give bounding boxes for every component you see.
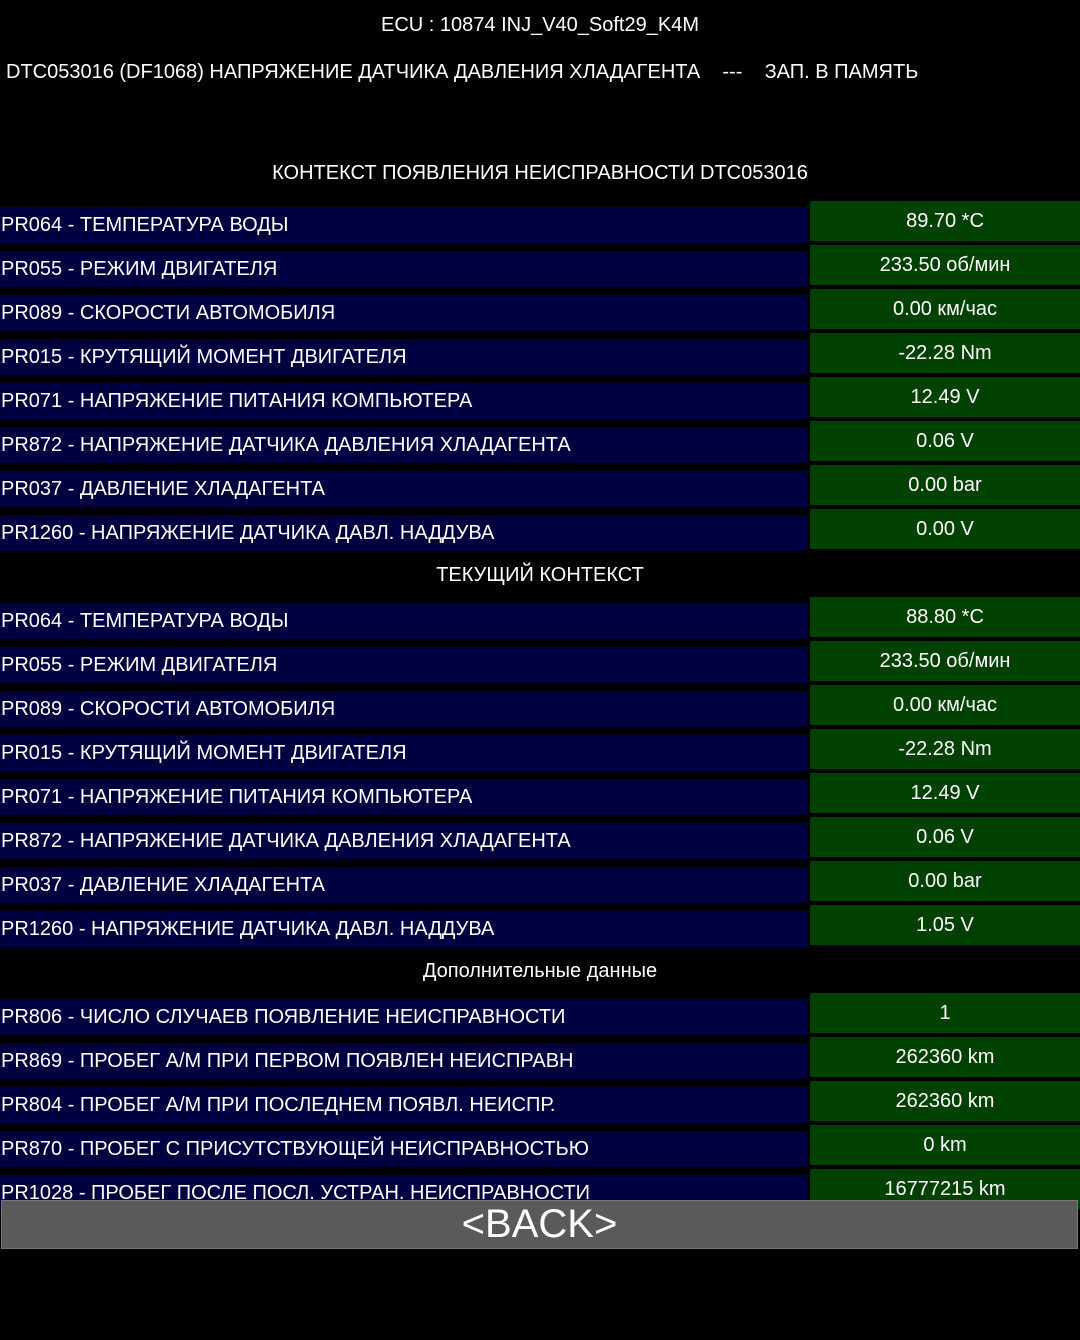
parameter-label: PR015 - КРУТЯЩИЙ МОМЕНТ ДВИГАТЕЛЯ — [0, 339, 808, 375]
parameter-label: PR055 - РЕЖИМ ДВИГАТЕЛЯ — [0, 251, 808, 287]
parameter-label: PR037 - ДАВЛЕНИЕ ХЛАДАГЕНТА — [0, 867, 808, 903]
parameter-value: 233.50 об/мин — [810, 641, 1080, 681]
parameter-value: 0.00 bar — [810, 861, 1080, 901]
parameter-value: 0.06 V — [810, 421, 1080, 461]
parameter-label: PR064 - ТЕМПЕРАТУРА ВОДЫ — [0, 207, 808, 243]
section-heading: КОНТЕКСТ ПОЯВЛЕНИЯ НЕИСПРАВНОСТИ DTC0530… — [272, 162, 808, 184]
parameter-label: PR806 - ЧИСЛО СЛУЧАЕВ ПОЯВЛЕНИЕ НЕИСПРАВ… — [0, 999, 808, 1035]
parameter-row: PR064 - ТЕМПЕРАТУРА ВОДЫ 89.70 *C — [0, 201, 1080, 245]
parameter-value: 262360 km — [810, 1037, 1080, 1077]
parameter-row: PR055 - РЕЖИМ ДВИГАТЕЛЯ 233.50 об/мин — [0, 641, 1080, 685]
parameter-label: PR064 - ТЕМПЕРАТУРА ВОДЫ — [0, 603, 808, 639]
parameter-value: 1.05 V — [810, 905, 1080, 945]
back-button[interactable]: <BACK> — [1, 1200, 1078, 1249]
parameter-row: PR015 - КРУТЯЩИЙ МОМЕНТ ДВИГАТЕЛЯ -22.28 … — [0, 729, 1080, 773]
parameter-label: PR089 - СКОРОСТИ АВТОМОБИЛЯ — [0, 691, 808, 727]
parameter-row: PR804 - ПРОБЕГ А/М ПРИ ПОСЛЕДНЕМ ПОЯВЛ. … — [0, 1081, 1080, 1125]
parameter-value: 0.00 V — [810, 509, 1080, 549]
parameter-value: 89.70 *C — [810, 201, 1080, 241]
parameter-label: PR071 - НАПРЯЖЕНИЕ ПИТАНИЯ КОМПЬЮТЕРА — [0, 779, 808, 815]
parameter-row: PR869 - ПРОБЕГ А/М ПРИ ПЕРВОМ ПОЯВЛЕН НЕ… — [0, 1037, 1080, 1081]
parameter-value: 233.50 об/мин — [810, 245, 1080, 285]
parameter-label: PR015 - КРУТЯЩИЙ МОМЕНТ ДВИГАТЕЛЯ — [0, 735, 808, 771]
section-heading: Дополнительные данные — [422, 960, 658, 982]
parameter-row: PR015 - КРУТЯЩИЙ МОМЕНТ ДВИГАТЕЛЯ -22.28 … — [0, 333, 1080, 377]
parameter-list: КОНТЕКСТ ПОЯВЛЕНИЯ НЕИСПРАВНОСТИ DTC0530… — [0, 145, 1080, 1213]
ecu-title: ECU : 10874 INJ_V40_Soft29_K4M — [381, 14, 699, 36]
parameter-value: 0.00 км/час — [810, 289, 1080, 329]
parameter-value: 0.06 V — [810, 817, 1080, 857]
parameter-value: 88.80 *C — [810, 597, 1080, 637]
parameter-value: 1 — [810, 993, 1080, 1033]
parameter-row: PR1260 - НАПРЯЖЕНИЕ ДАТЧИКА ДАВЛ. НАДДУВ… — [0, 905, 1080, 949]
dtc-title: DTC053016 (DF1068) НАПРЯЖЕНИЕ ДАТЧИКА ДА… — [6, 61, 919, 83]
parameter-row: PR806 - ЧИСЛО СЛУЧАЕВ ПОЯВЛЕНИЕ НЕИСПРАВ… — [0, 993, 1080, 1037]
parameter-value: -22.28 Nm — [810, 333, 1080, 373]
parameter-row: PR037 - ДАВЛЕНИЕ ХЛАДАГЕНТА 0.00 bar — [0, 861, 1080, 905]
parameter-label: PR872 - НАПРЯЖЕНИЕ ДАТЧИКА ДАВЛЕНИЯ ХЛАД… — [0, 823, 808, 859]
parameter-row: PR872 - НАПРЯЖЕНИЕ ДАТЧИКА ДАВЛЕНИЯ ХЛАД… — [0, 817, 1080, 861]
parameter-label: PR804 - ПРОБЕГ А/М ПРИ ПОСЛЕДНЕМ ПОЯВЛ. … — [0, 1087, 808, 1123]
parameter-value: 0.00 bar — [810, 465, 1080, 505]
parameter-row: PR071 - НАПРЯЖЕНИЕ ПИТАНИЯ КОМПЬЮТЕРА 12.… — [0, 377, 1080, 421]
parameter-row: PR089 - СКОРОСТИ АВТОМОБИЛЯ 0.00 км/час — [0, 685, 1080, 729]
parameter-value: 0.00 км/час — [810, 685, 1080, 725]
parameter-value: 262360 km — [810, 1081, 1080, 1121]
parameter-label: PR870 - ПРОБЕГ С ПРИСУТСТВУЮЩЕЙ НЕИСПРАВ… — [0, 1131, 808, 1167]
parameter-row: PR089 - СКОРОСТИ АВТОМОБИЛЯ 0.00 км/час — [0, 289, 1080, 333]
parameter-value: 12.49 V — [810, 377, 1080, 417]
parameter-row: PR071 - НАПРЯЖЕНИЕ ПИТАНИЯ КОМПЬЮТЕРА 12.… — [0, 773, 1080, 817]
section-heading: ТЕКУЩИЙ КОНТЕКСТ — [436, 564, 644, 586]
parameter-label: PR055 - РЕЖИМ ДВИГАТЕЛЯ — [0, 647, 808, 683]
parameter-row: PR1260 - НАПРЯЖЕНИЕ ДАТЧИКА ДАВЛ. НАДДУВ… — [0, 509, 1080, 553]
parameter-label: PR872 - НАПРЯЖЕНИЕ ДАТЧИКА ДАВЛЕНИЯ ХЛАД… — [0, 427, 808, 463]
parameter-value: -22.28 Nm — [810, 729, 1080, 769]
parameter-label: PR869 - ПРОБЕГ А/М ПРИ ПЕРВОМ ПОЯВЛЕН НЕ… — [0, 1043, 808, 1079]
parameter-row: PR037 - ДАВЛЕНИЕ ХЛАДАГЕНТА 0.00 bar — [0, 465, 1080, 509]
parameter-row: PR064 - ТЕМПЕРАТУРА ВОДЫ 88.80 *C — [0, 597, 1080, 641]
parameter-label: PR1260 - НАПРЯЖЕНИЕ ДАТЧИКА ДАВЛ. НАДДУВ… — [0, 515, 808, 551]
parameter-label: PR089 - СКОРОСТИ АВТОМОБИЛЯ — [0, 295, 808, 331]
parameter-row: PR872 - НАПРЯЖЕНИЕ ДАТЧИКА ДАВЛЕНИЯ ХЛАД… — [0, 421, 1080, 465]
parameter-label: PR071 - НАПРЯЖЕНИЕ ПИТАНИЯ КОМПЬЮТЕРА — [0, 383, 808, 419]
parameter-value: 12.49 V — [810, 773, 1080, 813]
parameter-value: 0 km — [810, 1125, 1080, 1165]
parameter-row: PR870 - ПРОБЕГ С ПРИСУТСТВУЮЩЕЙ НЕИСПРАВ… — [0, 1125, 1080, 1169]
parameter-row: PR055 - РЕЖИМ ДВИГАТЕЛЯ 233.50 об/мин — [0, 245, 1080, 289]
parameter-label: PR037 - ДАВЛЕНИЕ ХЛАДАГЕНТА — [0, 471, 808, 507]
parameter-label: PR1260 - НАПРЯЖЕНИЕ ДАТЧИКА ДАВЛ. НАДДУВ… — [0, 911, 808, 947]
